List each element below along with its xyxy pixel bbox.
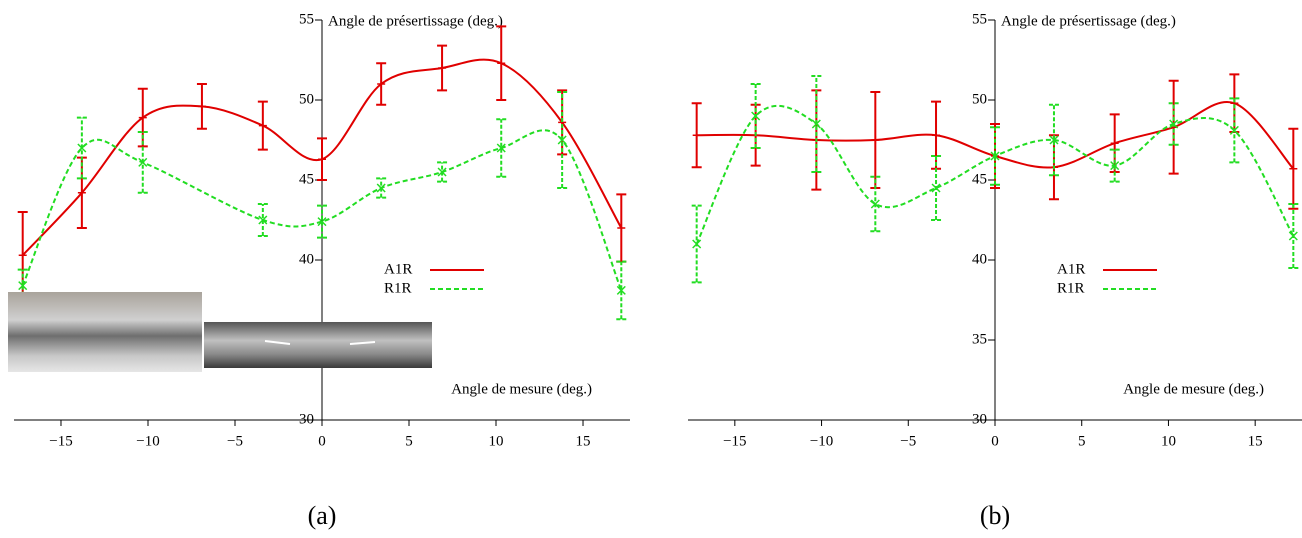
series-line (696, 100, 1295, 170)
point-marker (18, 281, 28, 291)
point-marker (438, 64, 447, 72)
point-marker (197, 102, 206, 111)
error-bar (616, 260, 627, 321)
series-line (21, 58, 623, 256)
point-marker (1288, 231, 1298, 241)
point-marker (258, 121, 267, 130)
legend-label: A1R (384, 261, 412, 277)
point-marker (138, 113, 147, 122)
x-tick-label: −5 (900, 433, 916, 449)
x-tick-label: 5 (405, 433, 413, 449)
x-tick-label: 10 (489, 433, 504, 449)
point-marker (871, 136, 880, 144)
inset-photos (8, 292, 432, 372)
point-marker (376, 183, 386, 193)
x-tick-label: −15 (723, 433, 746, 449)
point-marker (497, 59, 506, 68)
x-tick-label: 5 (1078, 433, 1086, 449)
y-axis-label: Angle de présertissage (deg.) (1001, 13, 1176, 29)
x-tick-label: −5 (227, 433, 243, 449)
point-marker (617, 224, 626, 232)
point-marker (496, 143, 506, 153)
point-marker (1229, 125, 1239, 135)
point-marker (258, 215, 268, 225)
y-tick-label: 45 (972, 171, 987, 187)
point-marker (932, 131, 941, 140)
caption: (b) (980, 501, 1010, 530)
point-marker (557, 135, 567, 145)
series-line (21, 129, 623, 291)
point-marker (317, 217, 327, 227)
point-marker (1110, 161, 1120, 171)
point-marker (377, 80, 386, 88)
x-tick-label: −10 (810, 433, 833, 449)
x-tick-label: 0 (991, 433, 999, 449)
error-bar (990, 126, 1000, 186)
y-tick-label: 50 (299, 91, 314, 107)
point-marker (931, 183, 941, 193)
x-axis-label: Angle de mesure (deg.) (451, 381, 592, 397)
point-marker (751, 111, 761, 121)
y-tick-label: 30 (299, 411, 314, 427)
arrow (349, 341, 376, 345)
error-bar (496, 118, 507, 178)
point-marker (138, 157, 148, 167)
point-marker (692, 239, 702, 249)
y-axis-label: Angle de présertissage (deg.) (328, 13, 503, 29)
point-marker (18, 251, 27, 260)
y-tick-label: 40 (299, 251, 314, 267)
point-marker (692, 131, 701, 140)
arrow (264, 340, 291, 345)
point-marker (318, 155, 326, 164)
point-marker (1289, 164, 1298, 173)
y-tick-label: 55 (972, 11, 987, 27)
point-marker (77, 143, 87, 153)
y-tick-label: 45 (299, 171, 314, 187)
series-line (695, 104, 1295, 245)
point-marker (77, 188, 86, 197)
y-tick-label: 55 (299, 11, 314, 27)
point-marker (616, 285, 626, 295)
point-marker (870, 199, 880, 209)
photo (8, 292, 202, 372)
legend-label: A1R (1057, 261, 1085, 277)
error-bar (1048, 103, 1059, 177)
point-marker (811, 119, 821, 129)
caption: (a) (308, 501, 337, 530)
point-marker (990, 151, 1000, 161)
y-tick-label: 50 (972, 91, 987, 107)
x-tick-label: 15 (576, 433, 591, 449)
point-marker (437, 167, 447, 177)
x-tick-label: −10 (136, 433, 159, 449)
point-marker (1169, 119, 1179, 129)
x-tick-label: 15 (1248, 433, 1263, 449)
legend-label: R1R (1057, 280, 1085, 296)
y-tick-label: 30 (972, 411, 987, 427)
x-tick-label: 0 (318, 433, 326, 449)
point-marker (1049, 135, 1059, 145)
point-marker (1110, 139, 1119, 148)
x-axis-label: Angle de mesure (deg.) (1123, 381, 1264, 397)
x-tick-label: 10 (1161, 433, 1176, 449)
y-tick-label: 35 (972, 331, 987, 347)
legend-label: R1R (384, 280, 412, 296)
photo (204, 322, 432, 368)
y-tick-label: 40 (972, 251, 987, 267)
x-tick-label: −15 (49, 433, 72, 449)
